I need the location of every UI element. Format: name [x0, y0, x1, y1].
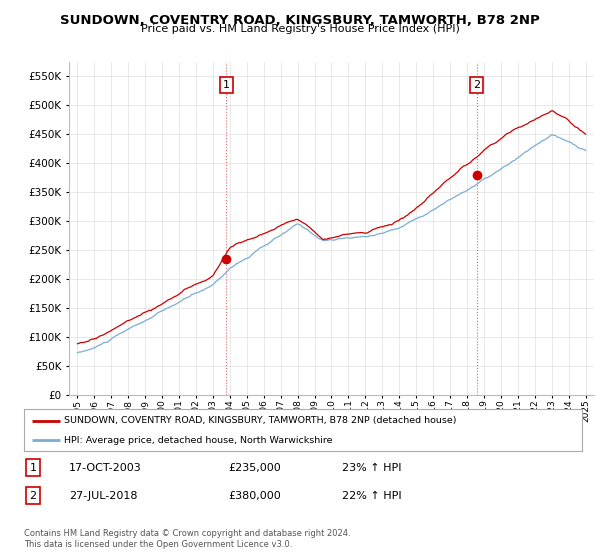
Text: £235,000: £235,000 — [228, 463, 281, 473]
Text: 17-OCT-2003: 17-OCT-2003 — [69, 463, 142, 473]
Text: Contains HM Land Registry data © Crown copyright and database right 2024.
This d: Contains HM Land Registry data © Crown c… — [24, 529, 350, 549]
Text: £380,000: £380,000 — [228, 491, 281, 501]
Text: 2: 2 — [29, 491, 37, 501]
Text: SUNDOWN, COVENTRY ROAD, KINGSBURY, TAMWORTH, B78 2NP (detached house): SUNDOWN, COVENTRY ROAD, KINGSBURY, TAMWO… — [64, 416, 457, 425]
Text: SUNDOWN, COVENTRY ROAD, KINGSBURY, TAMWORTH, B78 2NP: SUNDOWN, COVENTRY ROAD, KINGSBURY, TAMWO… — [60, 14, 540, 27]
Text: HPI: Average price, detached house, North Warwickshire: HPI: Average price, detached house, Nort… — [64, 436, 332, 445]
Text: Price paid vs. HM Land Registry's House Price Index (HPI): Price paid vs. HM Land Registry's House … — [140, 24, 460, 34]
Text: 27-JUL-2018: 27-JUL-2018 — [69, 491, 137, 501]
Text: 1: 1 — [223, 80, 230, 90]
Text: 1: 1 — [29, 463, 37, 473]
Text: 23% ↑ HPI: 23% ↑ HPI — [342, 463, 401, 473]
Text: 2: 2 — [473, 80, 481, 90]
Text: 22% ↑ HPI: 22% ↑ HPI — [342, 491, 401, 501]
